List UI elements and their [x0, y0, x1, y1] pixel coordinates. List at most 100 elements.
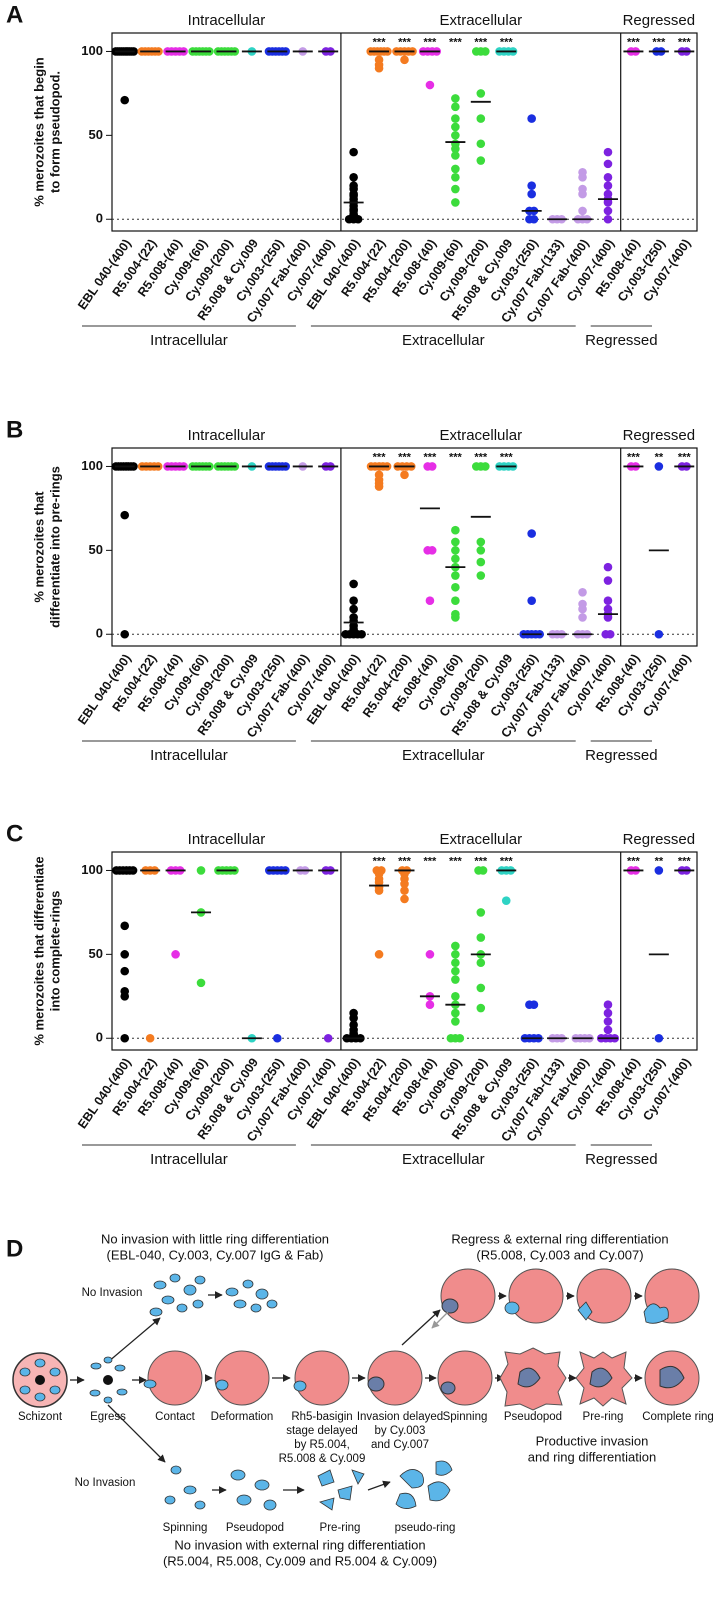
- significance: ***: [449, 451, 463, 463]
- data-point: [476, 537, 486, 547]
- data-point: [451, 966, 460, 976]
- data-point: [451, 554, 460, 564]
- note: and ring differentiation: [528, 1449, 656, 1464]
- merozoite: [517, 1367, 541, 1388]
- stage-label: Invasion delayed: [357, 1411, 443, 1423]
- data-point: [603, 1017, 613, 1026]
- stage-label: pseudo-ring: [395, 1522, 456, 1534]
- diagram: D No invasion with little ring different…: [6, 1231, 714, 1568]
- title: (EBL-040, Cy.003, Cy.007 IgG & Fab): [106, 1247, 323, 1262]
- y-tick-label: 50: [89, 542, 103, 557]
- data-point: [323, 1033, 333, 1043]
- data-point: [451, 184, 460, 194]
- data-point: [427, 546, 437, 555]
- label: No Invasion: [82, 1287, 143, 1299]
- group-label: Regressed: [585, 332, 658, 349]
- data-point: [654, 462, 664, 471]
- significance: ***: [424, 36, 438, 48]
- data-point: [527, 529, 536, 538]
- data-point: [120, 950, 130, 959]
- cell: [508, 1268, 564, 1324]
- data-point: [451, 151, 460, 160]
- data-point: [529, 214, 539, 224]
- merozoite: [367, 1376, 385, 1392]
- merozoite: [441, 1298, 459, 1314]
- data-point: [400, 55, 409, 65]
- data-point: [120, 95, 130, 105]
- data-point: [578, 613, 587, 622]
- title: No invasion with external ring different…: [174, 1537, 425, 1552]
- significance: ***: [424, 855, 438, 867]
- data-point: [374, 886, 384, 895]
- stage-label: Spinning: [163, 1522, 208, 1534]
- data-point: [120, 510, 130, 520]
- data-point: [400, 470, 409, 480]
- data-point: [603, 159, 613, 169]
- data-point: [196, 978, 206, 988]
- group-label: Intracellular: [150, 1151, 228, 1168]
- data-point: [476, 1003, 486, 1013]
- data-point: [120, 921, 130, 931]
- note: Productive invasion: [536, 1433, 649, 1448]
- arrow: [367, 1480, 391, 1491]
- data-point: [451, 613, 460, 622]
- group-label: Intracellular: [150, 747, 228, 764]
- data-point: [451, 1008, 460, 1018]
- data-point: [603, 198, 613, 207]
- title: No invasion with little ring differentia…: [101, 1231, 329, 1246]
- y-tick-label: 100: [81, 43, 103, 58]
- data-point: [476, 958, 486, 968]
- data-point: [501, 896, 511, 905]
- data-point: [349, 1013, 358, 1023]
- significance: **: [655, 451, 664, 463]
- cell: [147, 1350, 203, 1406]
- data-point: [476, 908, 486, 917]
- data-point: [451, 102, 460, 112]
- data-point: [451, 941, 460, 951]
- data-point: [578, 173, 587, 182]
- y-tick-label: 50: [89, 946, 103, 961]
- group-label: Regressed: [623, 831, 696, 848]
- data-point: [578, 189, 587, 199]
- data-point: [603, 214, 613, 224]
- data-point: [478, 866, 488, 875]
- data-point: [451, 546, 460, 555]
- significance: ***: [678, 36, 692, 48]
- chart: C % merozoites that differentiate into com…: [6, 820, 698, 1168]
- significance: ***: [373, 855, 387, 867]
- data-point: [451, 958, 460, 968]
- group-label: Extracellular: [440, 12, 523, 29]
- data-point: [374, 950, 384, 959]
- data-point: [603, 206, 613, 216]
- data-point: [451, 131, 460, 140]
- title: Regress & external ring differentiation: [451, 1231, 668, 1246]
- data-point: [357, 629, 366, 639]
- stage-label: Pre-ring: [320, 1522, 361, 1534]
- data-point: [451, 164, 460, 174]
- stage-label: Schizont: [18, 1411, 63, 1423]
- data-point: [349, 173, 358, 182]
- significance: ***: [627, 36, 641, 48]
- data-point: [603, 1025, 613, 1035]
- stage-label: R5.008 & Cy.009: [279, 1453, 366, 1465]
- data-point: [527, 189, 536, 199]
- data-point: [273, 1033, 282, 1043]
- group-label: Extracellular: [402, 332, 485, 349]
- data-point: [603, 181, 613, 190]
- data-point: [451, 114, 460, 123]
- group-label: Regressed: [623, 427, 696, 444]
- data-point: [603, 562, 613, 572]
- ring: [659, 1365, 685, 1389]
- significance: ***: [652, 36, 666, 48]
- data-point: [451, 975, 460, 984]
- significance: ***: [474, 855, 488, 867]
- merozoites: [149, 1273, 278, 1317]
- data-point: [425, 1000, 435, 1009]
- data-point: [476, 546, 486, 555]
- data-point: [425, 950, 435, 959]
- data-point: [603, 1000, 613, 1009]
- group-label: Intracellular: [188, 12, 266, 29]
- stage-label: Egress: [90, 1411, 126, 1423]
- group-label: Regressed: [623, 12, 696, 29]
- data-point: [451, 596, 460, 605]
